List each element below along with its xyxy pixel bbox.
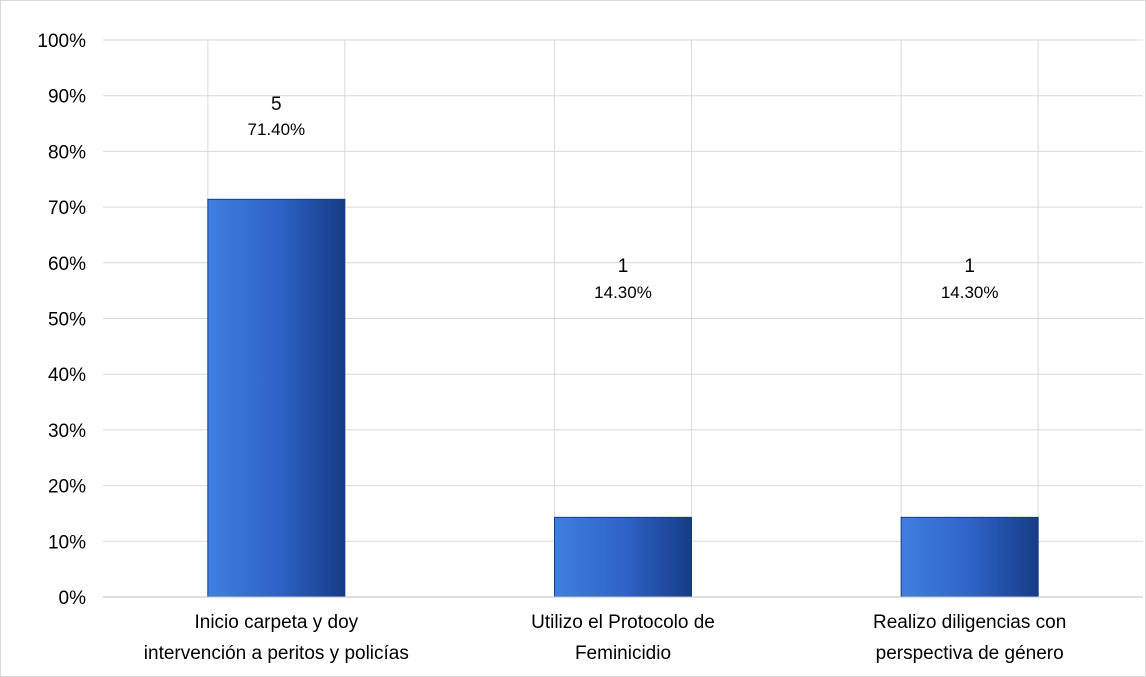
bar (900, 516, 1039, 598)
x-category-label: Utilizo el Protocolo de (531, 612, 715, 633)
y-tick-label: 40% (48, 365, 86, 386)
x-category-label: Inicio carpeta y doy (194, 612, 358, 633)
y-tick-label: 10% (48, 532, 86, 553)
data-label-count: 5 (271, 94, 282, 115)
y-tick-label: 80% (48, 142, 86, 163)
bar-layer (207, 198, 1039, 598)
data-label-percent: 14.30% (941, 283, 999, 302)
y-tick-label: 100% (37, 31, 86, 52)
data-label-count: 1 (618, 256, 629, 277)
x-category-label: Feminicidio (575, 643, 671, 664)
y-tick-label: 60% (48, 254, 86, 275)
x-category-label: Realizo diligencias con (873, 612, 1066, 633)
data-label-percent: 14.30% (594, 283, 652, 302)
label-layer: 5 71.40% 1 14.30% 1 14.30% (247, 94, 998, 302)
y-tick-label: 0% (59, 588, 87, 609)
x-category-label: intervención a peritos y policías (144, 643, 409, 664)
y-tick-label: 50% (48, 310, 86, 331)
data-label-percent: 71.40% (247, 120, 305, 139)
bar (554, 516, 692, 598)
y-tick-label: 70% (48, 198, 86, 219)
y-tick-label: 90% (48, 87, 86, 108)
axis-layer: 0% 10% 20% 30% 40% 50% 60% 70% 80% 90% 100% Inicio … (37, 31, 1143, 664)
bar (207, 198, 346, 598)
y-tick-label: 20% (48, 477, 86, 498)
y-tick-label: 30% (48, 421, 86, 442)
data-label-count: 1 (964, 256, 975, 277)
x-category-label: perspectiva de género (876, 643, 1064, 664)
